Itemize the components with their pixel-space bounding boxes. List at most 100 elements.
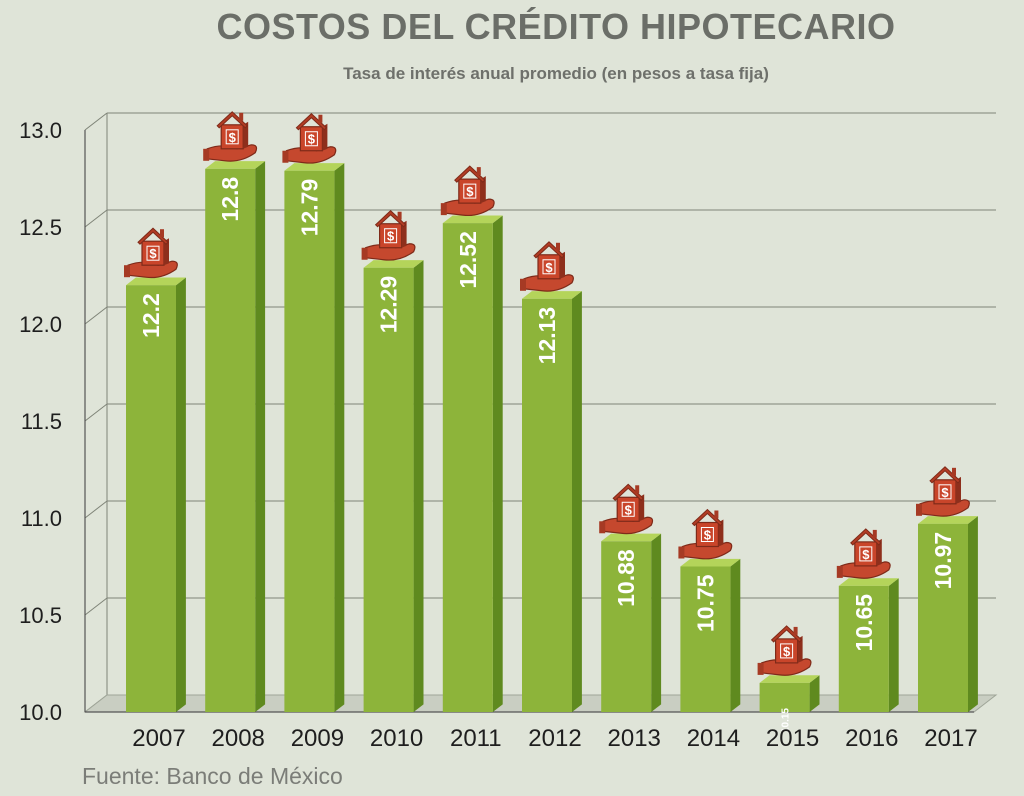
house-in-hand-icon: $: [124, 227, 178, 279]
house-roof: [295, 113, 328, 131]
bar-2007: [126, 277, 186, 712]
dollar-glyph: $: [783, 644, 791, 659]
hand-cuff: [124, 265, 130, 278]
house-in-hand-icon: $: [836, 528, 891, 579]
gridline-depth-5: [84, 209, 108, 228]
hand-cuff: [203, 148, 210, 161]
bar-side: [492, 215, 503, 712]
dollar-frame: [463, 183, 477, 199]
source-note: Fuente: Banco de México: [82, 763, 343, 789]
x-tick-label-2016: 2016: [845, 725, 898, 752]
house-chimney: [160, 229, 164, 238]
house-in-hand-icon: $: [678, 508, 733, 560]
house-roof: [612, 483, 644, 501]
dollar-frame: [938, 484, 952, 500]
dollar-frame: [542, 259, 556, 275]
house-chimney: [793, 626, 798, 635]
house-roof: [137, 227, 169, 245]
house-in-hand-icon: $: [282, 113, 337, 164]
y-tick-label: 11.0: [21, 506, 62, 531]
bar-side: [255, 161, 266, 712]
hand-cuff: [440, 203, 447, 216]
value-label-2009: 12.79: [296, 179, 322, 237]
value-label-2010: 12.29: [376, 276, 402, 334]
dollar-glyph: $: [545, 260, 553, 275]
bar-2012: [522, 291, 582, 712]
house-chimney: [239, 112, 244, 121]
bar-front: [918, 523, 968, 712]
house-roof: [691, 508, 724, 527]
dollar-glyph: $: [149, 246, 157, 261]
house-in-hand-icon: $: [440, 165, 495, 217]
dollar-frame: [384, 228, 398, 244]
dollar-glyph: $: [229, 130, 237, 145]
dollar-glyph: $: [466, 184, 474, 199]
dollar-glyph: $: [308, 132, 316, 147]
dollar-frame: [304, 131, 318, 147]
chart-subtitle: Tasa de interés anual promedio (en pesos…: [343, 64, 769, 83]
x-tick-label-2013: 2013: [608, 725, 661, 752]
bar-top: [205, 161, 266, 169]
bar-2013: [601, 533, 662, 712]
house-roof: [770, 625, 803, 643]
gridline-depth-1: [84, 597, 108, 616]
house-in-hand-icon: $: [361, 210, 416, 261]
y-tick-label: 12.5: [19, 215, 62, 240]
hand-cuff: [599, 521, 606, 534]
x-tick-label-2009: 2009: [291, 725, 344, 752]
house-side: [797, 635, 803, 663]
value-label-2013: 10.88: [613, 549, 639, 607]
dollar-frame: [621, 501, 635, 517]
gridline-depth-6: [84, 112, 108, 131]
bar-top: [918, 516, 978, 524]
dollar-glyph: $: [704, 528, 712, 543]
house-chimney: [872, 529, 877, 538]
y-tick-label: 10.0: [19, 700, 62, 725]
x-tick-label-2007: 2007: [132, 725, 185, 752]
gridline-depth-2: [84, 500, 108, 519]
bar-top: [680, 558, 741, 567]
value-label-2007: 12.2: [138, 293, 164, 338]
gridline-depth-4: [84, 306, 108, 325]
house-roof: [374, 210, 407, 228]
dollar-frame: [700, 527, 714, 542]
hand-cuff: [282, 150, 289, 163]
house-in-hand-icon: $: [203, 111, 258, 162]
bar-2015: [759, 675, 820, 712]
house-chimney: [635, 485, 640, 494]
house-side: [401, 220, 407, 248]
bar-side: [888, 578, 899, 712]
house-side: [639, 494, 645, 522]
bar-2010: [363, 260, 424, 712]
house-side: [243, 121, 249, 149]
bar-front: [205, 168, 256, 713]
house-in-hand-icon: $: [520, 241, 574, 292]
hand-cuff: [520, 278, 526, 291]
bar-front: [601, 541, 652, 712]
x-tick-label-2014: 2014: [687, 725, 740, 752]
house-chimney: [476, 167, 481, 176]
hand-cuff: [916, 503, 922, 516]
bar-top: [442, 215, 503, 224]
house-side: [480, 176, 486, 204]
bar-side: [334, 163, 345, 713]
house-side: [164, 238, 169, 266]
bar-side: [968, 516, 978, 712]
house-chimney: [397, 211, 402, 220]
house-chimney: [318, 114, 323, 123]
bar-top: [284, 163, 345, 171]
house-in-hand-icon: $: [916, 466, 970, 517]
house-chimney: [952, 467, 956, 476]
house-side: [956, 476, 961, 504]
bar-2011: [442, 215, 503, 712]
house-in-hand-icon: $: [757, 625, 812, 676]
house-roof: [850, 528, 882, 546]
value-label-2012: 12.13: [534, 307, 560, 365]
house-in-hand-icon: $: [599, 483, 654, 535]
house-roof: [929, 466, 961, 484]
x-tick-label-2010: 2010: [370, 725, 423, 752]
bar-side: [809, 675, 820, 712]
dollar-frame: [146, 245, 160, 261]
bar-top: [759, 675, 820, 683]
x-tick-label-2017: 2017: [924, 725, 977, 752]
